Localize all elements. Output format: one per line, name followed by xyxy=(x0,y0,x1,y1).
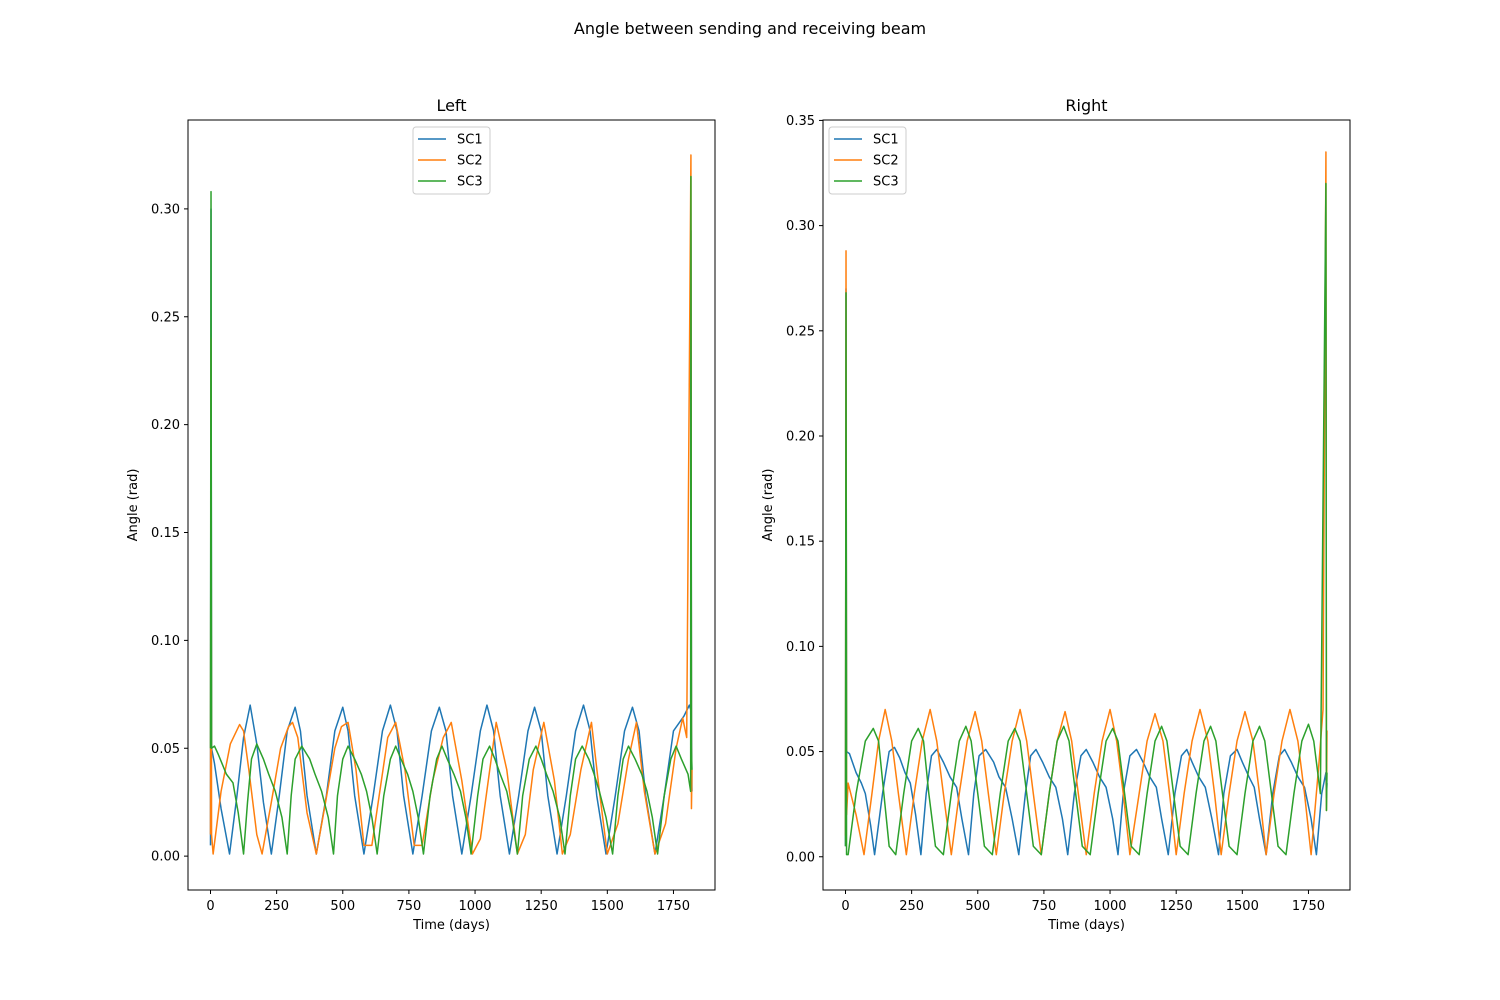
left-y-tick-label: 0.30 xyxy=(151,202,180,217)
right-series-sc3-line xyxy=(844,182,1328,856)
right-x-tick-label: 1000 xyxy=(1093,899,1126,914)
left-series-sc3-line xyxy=(209,175,693,855)
right-legend-box xyxy=(828,126,907,195)
left-x-axis-label: Time (days) xyxy=(412,918,490,933)
right-series-sc2-line xyxy=(844,151,1328,856)
right-y-tick-label: 0.20 xyxy=(786,429,815,444)
right-legend-label-sc2: SC2 xyxy=(873,154,899,169)
figure-suptitle: Angle between sending and receiving beam xyxy=(574,19,926,38)
left-x-tick-label: 250 xyxy=(264,899,289,914)
right-legend: SC1 SC2 SC3 xyxy=(828,126,907,195)
left-x-tick-label: 0 xyxy=(206,899,214,914)
right-x-tick-label: 250 xyxy=(899,899,924,914)
left-y-tick-label: 0.05 xyxy=(151,742,180,757)
right-y-tick-label: 0.30 xyxy=(786,219,815,234)
right-y-tick-label: 0.05 xyxy=(786,745,815,760)
right-y-tick-label: 0.10 xyxy=(786,640,815,655)
right-x-axis-label: Time (days) xyxy=(1047,918,1125,933)
left-panel-title: Left xyxy=(436,96,466,115)
right-x-tick-label: 1750 xyxy=(1292,899,1325,914)
right-y-tick-label: 0.15 xyxy=(786,535,815,550)
left-legend-label-sc1: SC1 xyxy=(457,133,483,148)
left-legend: SC1 SC2 SC3 xyxy=(412,126,491,195)
left-series-group xyxy=(209,154,693,855)
left-x-tick-label: 1250 xyxy=(525,899,558,914)
right-x-tick-label: 0 xyxy=(841,899,849,914)
left-y-tick-label: 0.10 xyxy=(151,634,180,649)
right-legend-label-sc1: SC1 xyxy=(873,133,899,148)
right-legend-label-sc3: SC3 xyxy=(873,175,899,190)
left-x-tick-label: 1750 xyxy=(657,899,690,914)
left-x-tick-label: 750 xyxy=(396,899,421,914)
right-panel-title: Right xyxy=(1065,96,1107,115)
right-y-tick-label: 0.35 xyxy=(786,114,815,129)
left-axes-frame xyxy=(187,119,716,891)
left-y-tick-label: 0.15 xyxy=(151,526,180,541)
left-x-tick-label: 500 xyxy=(330,899,355,914)
left-x-tick-label: 1000 xyxy=(458,899,491,914)
right-x-tick-label: 1500 xyxy=(1226,899,1259,914)
right-x-tick-label: 500 xyxy=(965,899,990,914)
right-series-group xyxy=(844,151,1328,856)
right-x-tick-label: 750 xyxy=(1031,899,1056,914)
left-y-tick-label: 0.20 xyxy=(151,418,180,433)
right-y-tick-label: 0.00 xyxy=(786,850,815,865)
left-x-tick-label: 1500 xyxy=(591,899,624,914)
left-y-axis-label: Angle (rad) xyxy=(126,469,141,542)
right-panel: Right Time (days) Angle (rad) 0 250 500 750… xyxy=(761,96,1351,933)
right-x-tick-label: 1250 xyxy=(1160,899,1193,914)
right-series-sc1-line xyxy=(844,287,1328,856)
right-axes-frame xyxy=(822,119,1351,891)
left-y-tick-label: 0.00 xyxy=(151,850,180,865)
left-legend-label-sc2: SC2 xyxy=(457,154,483,169)
left-y-tick-label: 0.25 xyxy=(151,310,180,325)
left-panel: Left Time (days) Angle (rad) 0 250 500 750 1… xyxy=(126,96,716,933)
left-legend-label-sc3: SC3 xyxy=(457,175,483,190)
left-legend-box xyxy=(412,126,491,195)
right-y-tick-label: 0.25 xyxy=(786,324,815,339)
right-y-axis-label: Angle (rad) xyxy=(761,469,776,542)
